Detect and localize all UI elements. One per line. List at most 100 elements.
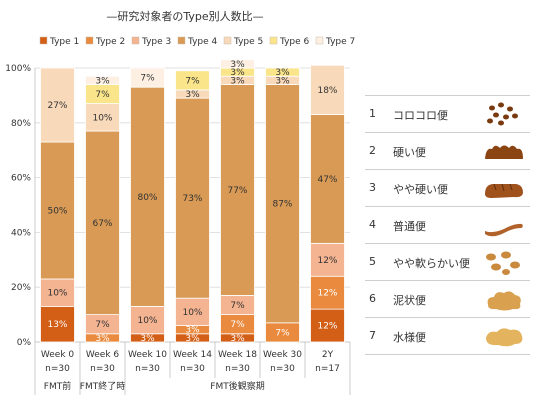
- watery-stool-icon: [482, 322, 526, 350]
- y-tick-label: 80%: [11, 119, 31, 129]
- stool-type-name: 泥状便: [393, 294, 426, 307]
- data-label: 67%: [92, 219, 112, 229]
- stool-type-number: 5: [369, 255, 376, 268]
- x-n-label: n=30: [90, 364, 115, 374]
- data-label: 27%: [47, 101, 67, 111]
- pellet-stool-icon: [482, 100, 526, 128]
- data-label: 7%: [230, 301, 245, 311]
- x-n-label: n=30: [135, 364, 160, 374]
- y-tick-label: 40%: [11, 228, 31, 238]
- bar-segment: [310, 64, 345, 115]
- lumpy-stool-icon: [482, 137, 526, 165]
- data-label: 7%: [185, 76, 200, 86]
- bar-segment: [265, 67, 300, 77]
- stool-type-name: 普通便: [393, 220, 426, 233]
- data-label: 10%: [47, 289, 67, 299]
- stool-type-row: 3 やや硬い便: [365, 170, 530, 207]
- bar-segment: [310, 308, 345, 343]
- stool-type-name: やや硬い便: [393, 183, 448, 196]
- legend-label-6: Type 6: [279, 37, 310, 47]
- bar-segment: [85, 130, 120, 316]
- stool-type-row: 1 コロコロ便: [365, 95, 530, 133]
- chart-bars: 13%10%50%27%3%7%67%10%7%3%3%10%80%7%3%3%…: [40, 59, 345, 344]
- data-label: 13%: [47, 320, 67, 330]
- bar-stack: 3% 7% 67% 10% 7% 3%: [85, 75, 120, 344]
- y-tick-label: 0%: [17, 338, 32, 348]
- data-label: 7%: [95, 90, 110, 100]
- stool-type-row: 5 やや軟らかい便: [365, 244, 530, 281]
- bar-stack: 13% 10% 50% 27%: [40, 67, 75, 343]
- bar-segment: [175, 97, 210, 299]
- x-category-label: Week 18: [218, 350, 257, 360]
- data-label: 3%: [95, 334, 110, 344]
- stool-type-number: 1: [369, 107, 376, 120]
- bar-segment: [85, 75, 120, 85]
- stool-type-name: 硬い便: [393, 146, 426, 159]
- x-category-label: 2Y: [322, 350, 334, 360]
- data-label: 3%: [140, 334, 155, 344]
- legend-swatch-1: [39, 36, 48, 45]
- stool-type-name: やや軟らかい便: [393, 257, 470, 270]
- data-label: 3%: [230, 60, 245, 70]
- data-label: 77%: [227, 186, 247, 196]
- mushy-stool-icon: [482, 285, 526, 313]
- bar-segment: [220, 84, 255, 296]
- legend-swatch-4: [177, 36, 186, 45]
- legend-label-1: Type 1: [49, 37, 79, 47]
- bar-segment: [310, 275, 345, 310]
- legend-swatch-5: [223, 36, 232, 45]
- smooth-stool-icon: [482, 211, 526, 239]
- data-label: 12%: [317, 322, 337, 332]
- bar-segment: [310, 242, 345, 277]
- legend-swatch-6: [269, 36, 278, 45]
- legend-label-2: Type 2: [95, 37, 125, 47]
- bar-stack: 3% 10% 80% 7%: [130, 67, 165, 344]
- stacked-bar-chart: —研究対象者のType別人数比— Type 1 Type 2 Type 3 Type …: [5, 9, 355, 395]
- data-label: 7%: [140, 74, 155, 84]
- x-category-label: Week 6: [86, 350, 120, 360]
- data-label: 3%: [185, 90, 200, 100]
- data-label: 73%: [182, 194, 202, 204]
- stool-type-number: 4: [369, 218, 376, 231]
- bar-segment: [85, 103, 120, 132]
- x-n-label: n=30: [225, 364, 250, 374]
- stool-type-row: 2 硬い便: [365, 133, 530, 170]
- x-axis: Week 0 n=30 Week 6 n=30 Week 10 n=30 Week 14 n=…: [34, 342, 351, 395]
- data-label: 3%: [230, 68, 245, 78]
- stool-type-number: 7: [369, 329, 376, 342]
- data-label: 3%: [275, 68, 290, 78]
- legend-swatch-7: [315, 36, 324, 45]
- bar-segment: [40, 67, 75, 143]
- stool-type-name: コロコロ便: [393, 109, 448, 122]
- bar-segment: [310, 114, 345, 244]
- legend-label-7: Type 7: [325, 37, 355, 47]
- data-label: 7%: [275, 328, 290, 338]
- legend-label-3: Type 3: [141, 37, 171, 47]
- data-label: 10%: [137, 316, 157, 326]
- period-label: FMT前: [44, 380, 71, 392]
- stool-type-row: 7 水様便: [365, 318, 530, 355]
- data-label: 47%: [317, 175, 337, 185]
- data-label: 3%: [275, 76, 290, 86]
- legend-label-4: Type 4: [187, 37, 218, 47]
- data-label: 3%: [230, 76, 245, 86]
- stool-type-row: 4 普通便: [365, 207, 530, 244]
- x-n-label: n=30: [45, 364, 70, 374]
- y-tick-label: 20%: [11, 283, 31, 293]
- data-label: 3%: [230, 334, 245, 344]
- y-tick-label: 100%: [5, 64, 31, 74]
- bar-segment: [130, 67, 165, 88]
- stool-type-row: 6 泥状便: [365, 281, 530, 318]
- period-label: FMT終了時: [80, 380, 125, 392]
- data-label: 12%: [317, 256, 337, 266]
- data-label: 3%: [185, 334, 200, 344]
- period-label: FMT後観察期: [210, 380, 264, 392]
- data-label: 7%: [95, 320, 110, 330]
- bar-segment: [130, 305, 165, 335]
- data-label: 80%: [137, 193, 157, 203]
- bar-segment: [130, 86, 165, 307]
- stool-type-number: 3: [369, 181, 376, 194]
- data-label: 10%: [182, 308, 202, 318]
- stool-type-number: 6: [369, 292, 376, 305]
- data-label: 7%: [230, 320, 245, 330]
